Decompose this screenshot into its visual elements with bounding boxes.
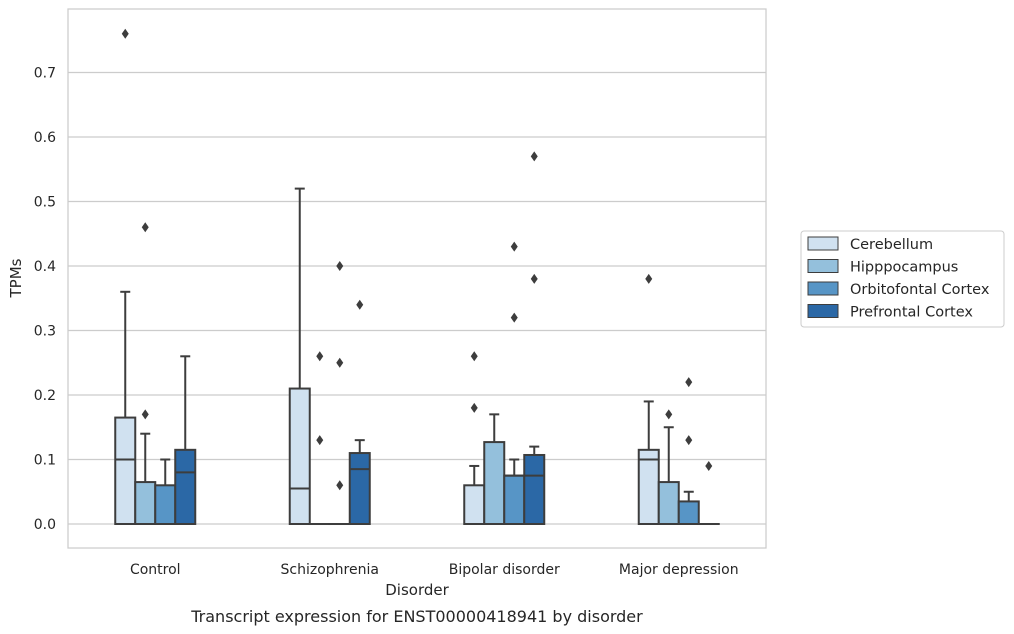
- legend-label: Hipppocampus: [850, 260, 958, 276]
- x-tick-labels: Control Schizophrenia Bipolar disorder Majo…: [130, 562, 739, 578]
- legend-label: Prefrontal Cortex: [850, 305, 973, 321]
- legend-items: Cerebellum Hipppocampus Orbitofontal Corte…: [807, 236, 990, 321]
- outlier-point: [316, 351, 324, 362]
- box-prefrontal-cortex: [523, 151, 546, 525]
- box-body: [657, 481, 680, 526]
- legend-swatch: [807, 236, 839, 251]
- box-body: [637, 448, 660, 526]
- box-body: [677, 500, 700, 525]
- outlier-point: [356, 299, 364, 310]
- y-tick-label: 0.2: [34, 388, 56, 404]
- box-body: [483, 441, 506, 525]
- box-orbitofontal-cortex: [677, 377, 700, 525]
- y-tick-labels: 0.0 0.1 0.2 0.3 0.4 0.5 0.6 0.7: [34, 66, 56, 534]
- box-hipppocampus: [134, 222, 157, 526]
- box-body: [154, 484, 177, 525]
- legend-swatch: [807, 259, 839, 273]
- legend-swatch: [807, 281, 839, 296]
- box-body: [134, 481, 157, 526]
- outlier-point: [470, 402, 478, 413]
- outlier-point: [645, 273, 653, 284]
- outlier-point: [470, 351, 478, 362]
- box-prefrontal-cortex: [697, 460, 720, 526]
- legend-frame: [800, 230, 1005, 328]
- grid-lines: [68, 71, 766, 525]
- outlier-point: [705, 460, 713, 471]
- outlier-point: [141, 409, 149, 420]
- chart-caption: Transcript expression for ENST0000041894…: [190, 607, 643, 626]
- box-hipppocampus: [657, 409, 680, 526]
- y-tick-label: 0.4: [34, 259, 56, 275]
- box-body: [114, 416, 137, 526]
- box-orbitofontal-cortex: [328, 261, 351, 526]
- box-hipppocampus: [308, 351, 331, 526]
- outlier-point: [685, 377, 693, 388]
- outlier-point: [510, 241, 518, 252]
- box-hipppocampus: [483, 413, 506, 525]
- box-body: [503, 474, 526, 525]
- plot-frame: [67, 8, 767, 549]
- x-tick-label: Control: [130, 562, 181, 578]
- box-body: [348, 452, 371, 525]
- outlier-point: [316, 435, 324, 446]
- legend-swatch: [807, 304, 839, 318]
- box-cerebellum: [637, 273, 660, 526]
- x-tick-label: Bipolar disorder: [449, 562, 560, 578]
- box-body: [523, 453, 546, 525]
- outlier-point: [336, 261, 344, 271]
- legend: Cerebellum Hipppocampus Orbitofontal Corte…: [800, 230, 1005, 328]
- outlier-point: [685, 435, 693, 446]
- box-cerebellum: [463, 351, 486, 525]
- y-axis-label: TPMs: [7, 258, 25, 298]
- x-tick-label: Schizophrenia: [281, 562, 379, 578]
- box-orbitofontal-cortex: [503, 241, 526, 525]
- y-tick-label: 0.0: [34, 517, 56, 533]
- outlier-point: [121, 28, 129, 39]
- box-cerebellum: [114, 28, 137, 526]
- box-body: [174, 448, 197, 526]
- x-axis-label: Disorder: [385, 581, 449, 599]
- y-tick-label: 0.1: [34, 453, 56, 469]
- box-prefrontal-cortex: [174, 355, 197, 526]
- box-body: [288, 387, 311, 525]
- y-tick-label: 0.6: [34, 130, 56, 146]
- box-cerebellum: [288, 187, 311, 525]
- y-tick-label: 0.3: [34, 324, 56, 340]
- outlier-point: [665, 409, 673, 420]
- x-tick-label: Major depression: [619, 562, 739, 578]
- outlier-point: [336, 480, 344, 491]
- outlier-point: [530, 151, 538, 162]
- outlier-point: [141, 222, 149, 233]
- box-plot-series: [114, 28, 720, 526]
- outlier-point: [510, 312, 518, 323]
- legend-label: Cerebellum: [850, 237, 933, 253]
- box-prefrontal-cortex: [348, 299, 371, 525]
- box-orbitofontal-cortex: [154, 458, 177, 525]
- y-tick-label: 0.7: [34, 66, 56, 82]
- outlier-point: [336, 357, 344, 368]
- y-tick-label: 0.5: [34, 195, 56, 211]
- box-body: [463, 484, 486, 525]
- legend-label: Orbitofontal Cortex: [850, 282, 990, 298]
- outlier-point: [530, 273, 538, 284]
